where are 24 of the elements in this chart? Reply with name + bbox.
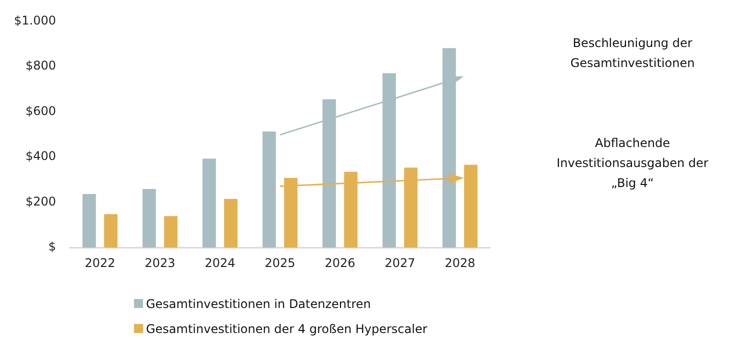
y-tick-label: $800 [25,58,56,73]
bar [104,214,118,248]
x-tick-label: 2025 [264,256,296,270]
bar [262,131,276,248]
y-tick-label: $1.000 [14,13,56,28]
x-tick-label: 2028 [444,256,476,270]
x-tick-label: 2023 [144,256,176,270]
legend-label: Gesamtinvestitionen der 4 großen Hyperscaler [146,322,428,336]
bar [164,216,178,248]
bar [82,194,96,248]
y-tick-label: $400 [25,149,56,164]
y-tick-label: $ [48,240,56,254]
text: Abflachende Investitionsausgaben der „Big 4“ [556,135,710,192]
bar [142,188,156,248]
legend-label: Gesamtinvestitionen in Datenzentren [146,296,371,310]
y-tick-label: $600 [25,104,56,118]
x-tick-label: 2022 [84,256,116,270]
x-tick-label: 2024 [204,256,236,270]
bar [224,198,238,248]
x-tick-label: 2026 [324,256,356,270]
text: Beschleunigung der Gesamtinvestitionen [569,35,696,72]
x-tick-label: 2027 [384,256,416,270]
bar [202,158,216,248]
y-tick-label: $200 [25,194,56,208]
